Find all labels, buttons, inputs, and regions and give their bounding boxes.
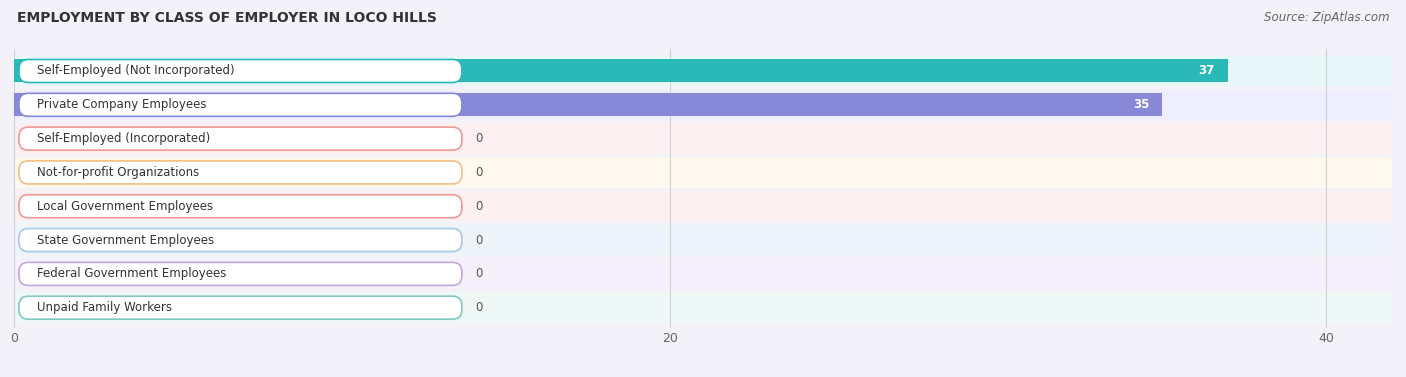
FancyBboxPatch shape (20, 127, 461, 150)
FancyBboxPatch shape (14, 90, 1392, 120)
FancyBboxPatch shape (14, 225, 1392, 255)
Text: 0: 0 (475, 267, 482, 280)
FancyBboxPatch shape (20, 60, 461, 83)
Bar (14, 93, 1163, 116)
Text: 0: 0 (475, 234, 482, 247)
FancyBboxPatch shape (20, 195, 461, 218)
FancyBboxPatch shape (20, 93, 461, 116)
FancyBboxPatch shape (14, 56, 1392, 86)
Bar (14, 60, 1227, 83)
Text: Unpaid Family Workers: Unpaid Family Workers (37, 301, 172, 314)
FancyBboxPatch shape (14, 293, 1392, 323)
Text: Source: ZipAtlas.com: Source: ZipAtlas.com (1264, 11, 1389, 24)
Text: 37: 37 (1198, 64, 1215, 78)
FancyBboxPatch shape (20, 228, 461, 251)
Text: 0: 0 (475, 166, 482, 179)
Text: Local Government Employees: Local Government Employees (37, 200, 214, 213)
Text: Self-Employed (Incorporated): Self-Employed (Incorporated) (37, 132, 211, 145)
Text: 0: 0 (475, 200, 482, 213)
Text: EMPLOYMENT BY CLASS OF EMPLOYER IN LOCO HILLS: EMPLOYMENT BY CLASS OF EMPLOYER IN LOCO … (17, 11, 437, 25)
FancyBboxPatch shape (20, 296, 461, 319)
Text: Self-Employed (Not Incorporated): Self-Employed (Not Incorporated) (37, 64, 235, 78)
Text: 0: 0 (475, 301, 482, 314)
FancyBboxPatch shape (14, 123, 1392, 154)
Text: Not-for-profit Organizations: Not-for-profit Organizations (37, 166, 200, 179)
FancyBboxPatch shape (14, 157, 1392, 188)
Text: State Government Employees: State Government Employees (37, 234, 214, 247)
FancyBboxPatch shape (14, 191, 1392, 221)
Text: 0: 0 (475, 132, 482, 145)
Text: 35: 35 (1133, 98, 1149, 111)
FancyBboxPatch shape (14, 259, 1392, 289)
FancyBboxPatch shape (20, 262, 461, 285)
Text: Private Company Employees: Private Company Employees (37, 98, 207, 111)
Text: Federal Government Employees: Federal Government Employees (37, 267, 226, 280)
FancyBboxPatch shape (20, 161, 461, 184)
